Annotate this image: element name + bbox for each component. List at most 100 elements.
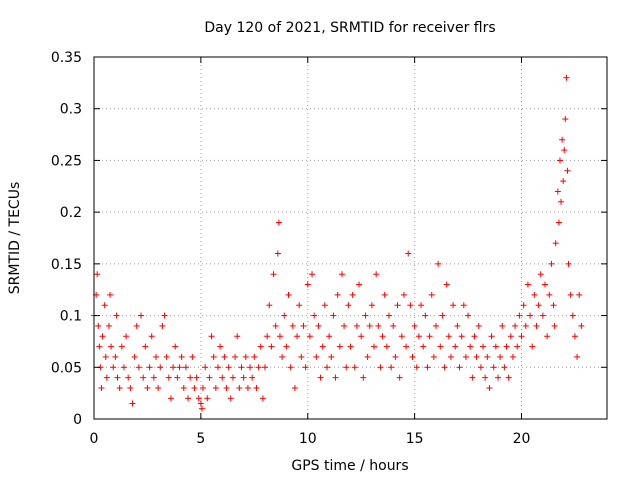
data-point [424,364,431,371]
data-point [120,364,127,371]
data-point [426,333,433,340]
data-point [255,364,262,371]
data-point [486,384,493,391]
data-point [407,302,414,309]
data-point [415,333,422,340]
data-point [409,353,416,360]
data-point [266,302,273,309]
data-point [198,405,205,412]
data-point [276,333,283,340]
data-point [349,291,356,298]
data-point [257,343,264,350]
data-point [456,364,463,371]
data-point [548,260,555,267]
data-point [392,353,399,360]
data-point [443,281,450,288]
data-point [152,353,159,360]
data-point [341,322,348,329]
data-point [94,271,101,278]
chart-title: Day 120 of 2021, SRMTID for receiver flr… [204,20,495,36]
data-point [219,374,226,381]
data-point [313,353,320,360]
data-point [338,271,345,278]
data-point [165,374,172,381]
data-point [394,302,401,309]
data-point [524,281,531,288]
data-point [202,364,209,371]
data-point [494,374,501,381]
data-point [437,343,444,350]
data-point [95,322,102,329]
data-point [364,353,371,360]
data-point [385,312,392,319]
data-point [554,188,561,195]
data-point [247,364,254,371]
data-point [450,302,457,309]
data-point [345,302,352,309]
data-point [413,364,420,371]
data-point [105,322,112,329]
data-point [546,291,553,298]
data-point [98,384,105,391]
data-point [439,312,446,319]
data-point [300,322,307,329]
data-point [197,400,204,407]
data-point [576,291,583,298]
data-point [131,353,138,360]
data-point [561,147,568,154]
data-point [113,312,120,319]
y-tick-label: 0.25 [51,153,82,169]
data-point [242,353,249,360]
data-point [452,343,459,350]
data-points [91,74,585,412]
data-point [529,343,536,350]
data-point [509,353,516,360]
data-point [477,364,484,371]
data-point [232,353,239,360]
x-tick-label: 5 [196,431,205,447]
x-tick-label: 20 [513,431,531,447]
data-point [107,291,114,298]
data-point [462,353,469,360]
data-point [550,302,557,309]
data-point [360,374,367,381]
data-point [178,353,185,360]
data-point [155,384,162,391]
data-point [129,400,136,407]
data-point [454,322,461,329]
data-point [371,343,378,350]
data-point [193,374,200,381]
data-point [520,302,527,309]
data-point [195,395,202,402]
data-point [287,364,294,371]
data-point [116,384,123,391]
data-point [103,374,110,381]
data-point [272,322,279,329]
data-point [499,322,506,329]
data-point [99,333,106,340]
data-point [542,281,549,288]
data-point [133,322,140,329]
data-point [567,291,574,298]
data-point [366,322,373,329]
data-point [140,374,147,381]
data-point [214,364,221,371]
data-point [101,302,108,309]
axis-ticks: 0 5 10 15 20 0 0.05 0.1 0.15 0.2 0.25 0.3 0.35 [51,50,607,447]
data-point [552,240,559,247]
data-point [565,260,572,267]
data-point [390,322,397,329]
data-point [326,333,333,340]
data-point [458,333,465,340]
data-point [118,343,125,350]
data-point [223,384,230,391]
data-point [138,312,145,319]
data-point [445,333,452,340]
data-point [174,374,181,381]
data-point [396,374,403,381]
data-point [411,322,418,329]
data-point [527,312,534,319]
data-point [112,353,119,360]
data-point [535,302,542,309]
